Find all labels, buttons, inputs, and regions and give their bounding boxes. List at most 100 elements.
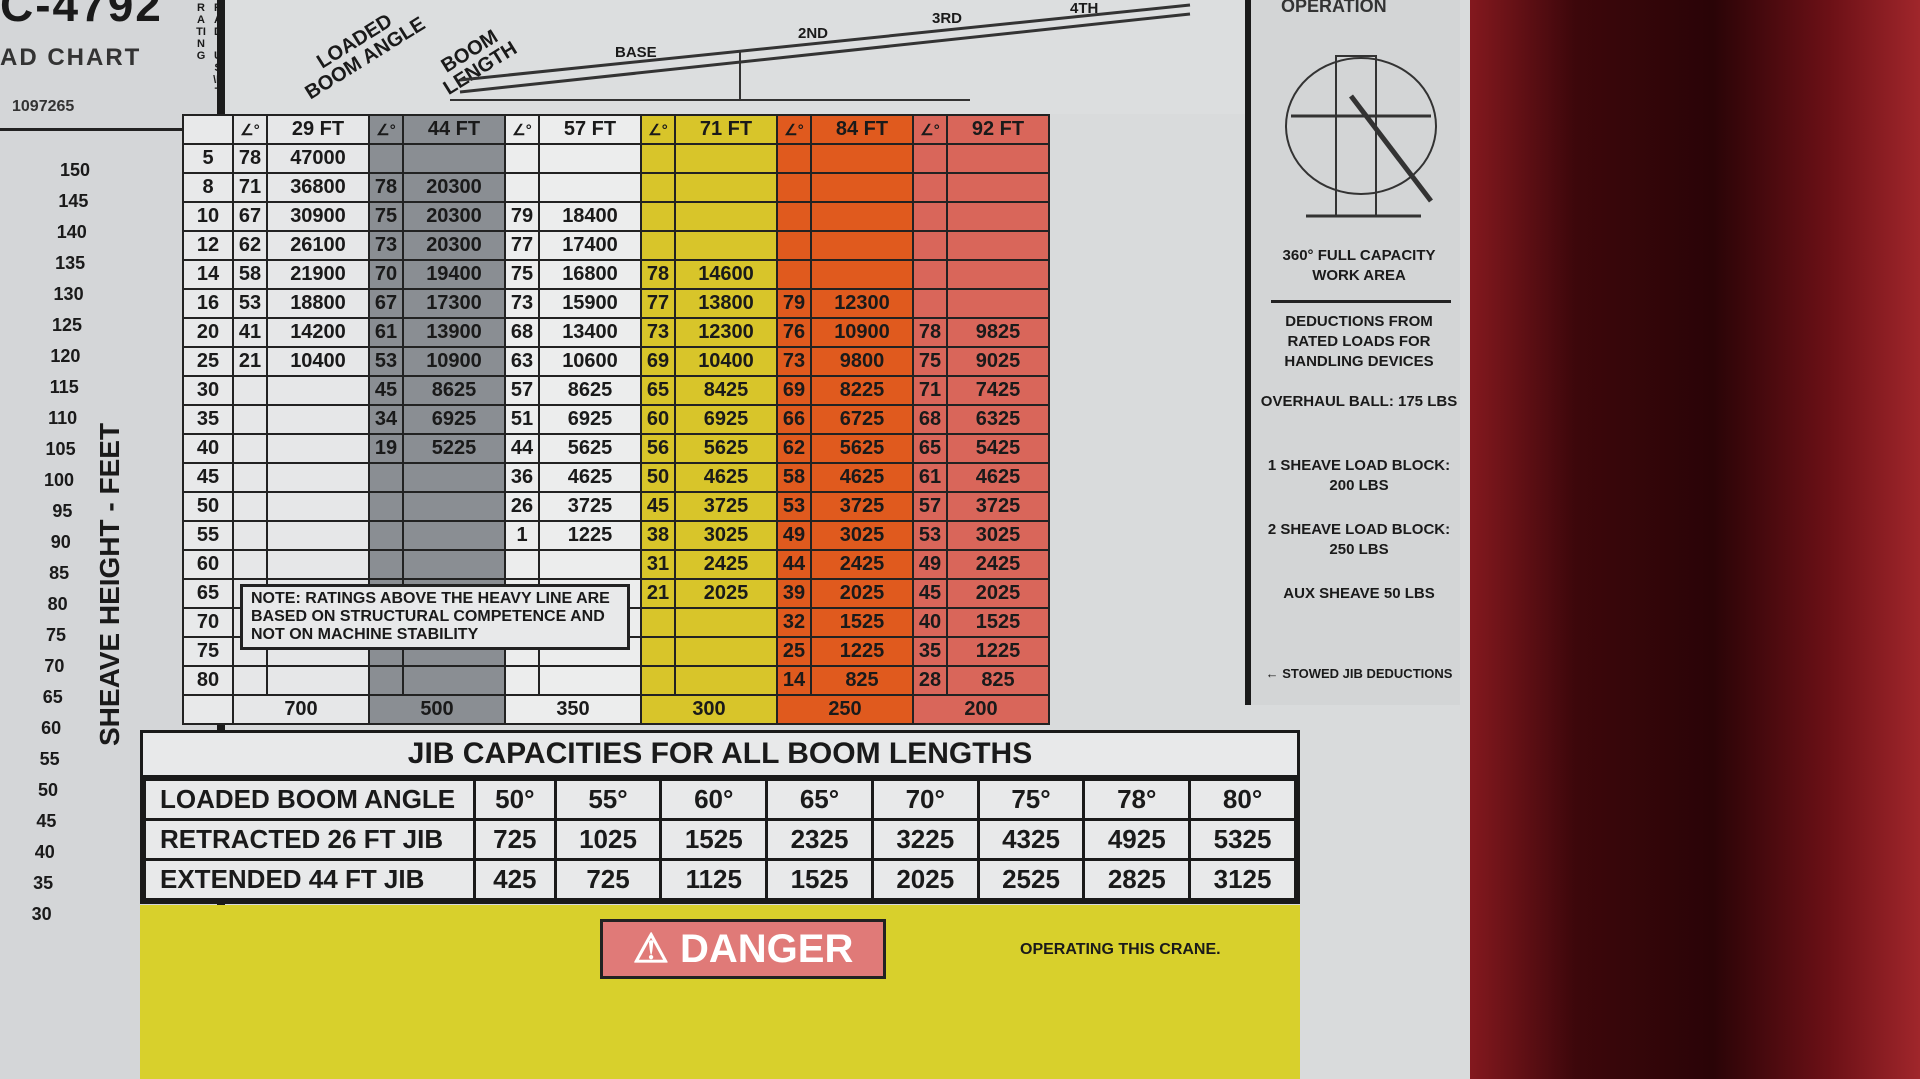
rated-load-cell: 3725 <box>946 491 1050 522</box>
boom-angle-cell: 78 <box>368 172 404 203</box>
rated-load-cell: 4625 <box>810 462 914 493</box>
boom-angle-cell <box>640 172 676 203</box>
rated-load-cell: 13400 <box>538 317 642 348</box>
rated-load-cell: 10400 <box>674 346 778 377</box>
boom-angle-cell: 57 <box>504 375 540 406</box>
rated-load-cell: 20300 <box>402 201 506 232</box>
rated-load-cell <box>810 172 914 203</box>
rated-load-cell: 18400 <box>538 201 642 232</box>
height-tick: 80 <box>47 594 68 614</box>
rated-load-cell: 6925 <box>538 404 642 435</box>
model-title: C-4792 <box>0 0 163 31</box>
rated-load-cell <box>402 665 506 696</box>
rated-load-cell: 8225 <box>810 375 914 406</box>
boom-angle-cell: 57 <box>912 491 948 522</box>
radius-cell: 50 <box>182 491 234 522</box>
height-tick: 120 <box>50 346 81 366</box>
boom-angle-cell: 76 <box>776 317 812 348</box>
rated-load-cell <box>674 172 778 203</box>
rated-load-cell: 16800 <box>538 259 642 290</box>
rated-load-cell <box>674 230 778 261</box>
jib-value: 70° <box>870 778 980 821</box>
rated-load-cell <box>674 201 778 232</box>
rated-load-cell <box>674 636 778 667</box>
radius-header <box>182 114 234 145</box>
operation-heading: OPERATION <box>1281 0 1387 16</box>
table-row: 5 78 47000 <box>182 143 1050 174</box>
rated-load-cell: 21900 <box>266 259 370 290</box>
rated-load-cell <box>946 288 1050 319</box>
rated-load-cell <box>266 665 370 696</box>
height-tick: 60 <box>41 718 62 738</box>
height-tick: 135 <box>55 253 86 273</box>
boom-angle-cell: 32 <box>776 607 812 638</box>
boom-angle-cell: 53 <box>232 288 268 319</box>
height-tick: 140 <box>56 222 87 242</box>
rated-load-cell <box>538 172 642 203</box>
boom-angle-cell: 39 <box>776 578 812 609</box>
rated-load-cell: 17300 <box>402 288 506 319</box>
boom-angle-cell <box>368 549 404 580</box>
stowed-jib-deduction: 250 <box>776 694 914 725</box>
jib-value: 1025 <box>553 818 663 861</box>
angle-icon: ∠° <box>232 114 268 145</box>
boom-angle-cell: 31 <box>640 549 676 580</box>
jib-value: 1525 <box>765 858 874 901</box>
rated-load-cell <box>674 143 778 174</box>
radius-cell: 8 <box>182 172 234 203</box>
boom-angle-cell: 44 <box>504 433 540 464</box>
stowed-jib-label: ← STOWED JIB DEDUCTIONS <box>1265 666 1453 681</box>
radius-cell: 70 <box>182 607 234 638</box>
boom-angle-cell: 21 <box>232 346 268 377</box>
rated-load-cell <box>946 172 1050 203</box>
boom-angle-cell <box>912 201 948 232</box>
boom-angle-cell: 25 <box>776 636 812 667</box>
radius-cell: 80 <box>182 665 234 696</box>
deductions-title: DEDUCTIONS FROM RATED LOADS FOR HANDLING… <box>1284 313 1434 370</box>
rated-load-cell: 3025 <box>810 520 914 551</box>
rated-load-cell: 2025 <box>674 578 778 609</box>
danger-text: DANGER <box>679 927 854 971</box>
boom-length-header: 92 FT <box>946 114 1050 145</box>
rated-load-cell: 6325 <box>946 404 1050 435</box>
boom-angle-cell: 44 <box>776 549 812 580</box>
boom-angle-cell: 50 <box>640 462 676 493</box>
rated-load-cell <box>266 433 370 464</box>
radius-cell: 55 <box>182 520 234 551</box>
part-number: 1097265 <box>12 98 75 115</box>
rated-load-cell: 12300 <box>674 317 778 348</box>
jib-value: 2025 <box>870 858 980 901</box>
rated-load-cell <box>266 491 370 522</box>
jib-value: 75° <box>976 778 1086 821</box>
rated-load-cell: 3725 <box>538 491 642 522</box>
radius-cell: 35 <box>182 404 234 435</box>
rated-load-cell <box>402 520 506 551</box>
deduction-aux-sheave: AUX SHEAVE 50 LBS <box>1283 585 1435 602</box>
jib-row-label: RETRACTED 26 FT JIB <box>143 818 476 861</box>
deduction-overhaul-ball: OVERHAUL BALL: 175 LBS <box>1260 393 1458 410</box>
rated-load-cell <box>538 143 642 174</box>
table-row: 30 45 8625 57 8625 65 8425 69 8225 71 7425 <box>182 375 1050 406</box>
rated-load-cell: 8625 <box>402 375 506 406</box>
rated-load-cell: 825 <box>946 665 1050 696</box>
rated-load-cell: 9800 <box>810 346 914 377</box>
radius-cell: 25 <box>182 346 234 377</box>
radius-cell: 45 <box>182 462 234 493</box>
rated-load-cell: 5225 <box>402 433 506 464</box>
deduction-1-sheave: 1 SHEAVE LOAD BLOCK: 200 LBS <box>1267 457 1451 494</box>
boom-angle-cell <box>232 433 268 464</box>
radius-cell: 10 <box>182 201 234 232</box>
crane-body-metal <box>1460 0 1920 1079</box>
boom-angle-cell <box>504 172 540 203</box>
boom-angle-cell: 75 <box>368 201 404 232</box>
boom-angle-cell: 68 <box>504 317 540 348</box>
rated-load-cell: 6725 <box>810 404 914 435</box>
table-row: 45 36 4625 50 4625 58 4625 61 4625 <box>182 462 1050 493</box>
angle-icon: ∠° <box>504 114 540 145</box>
jib-section: JIB CAPACITIES FOR ALL BOOM LENGTHS LOAD… <box>140 730 1300 904</box>
rated-load-cell: 18800 <box>266 288 370 319</box>
rated-load-cell: 1225 <box>946 636 1050 667</box>
work-area-diagram <box>1285 55 1437 218</box>
boom-angle-cell <box>504 549 540 580</box>
rated-load-cell <box>266 520 370 551</box>
